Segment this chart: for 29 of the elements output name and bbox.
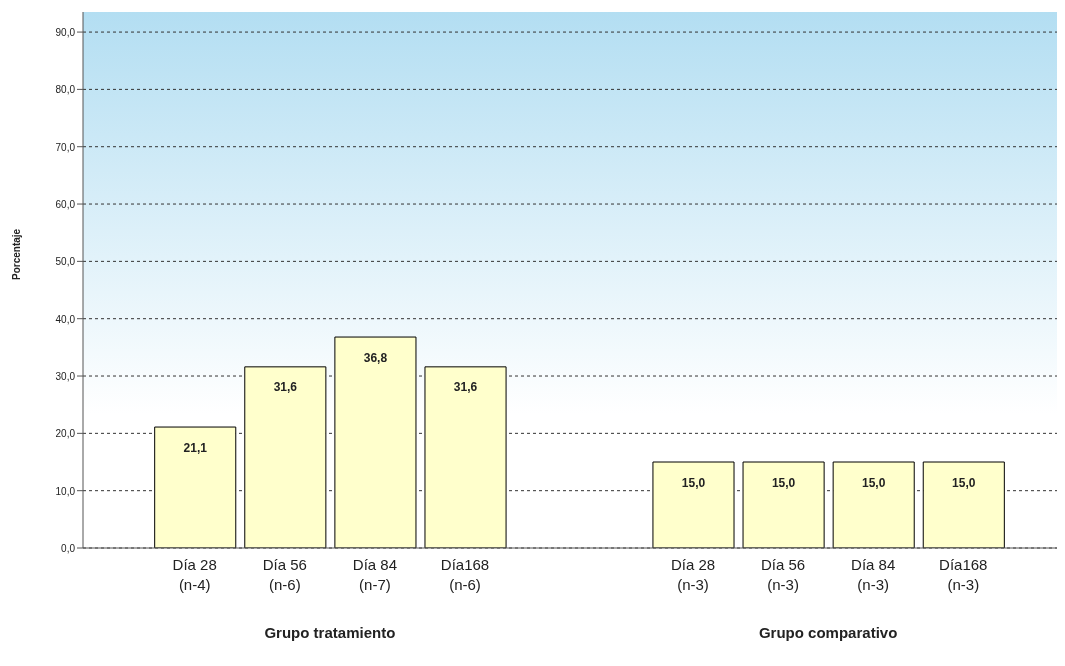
y-tick-label: 10,0 [55, 485, 76, 497]
x-tick-label: Día 56 (n-3) [760, 556, 806, 593]
x-tick-label: Día 84 (n-3) [851, 556, 896, 593]
data-label: 21,1 [183, 440, 208, 455]
data-label: 15,0 [952, 475, 976, 490]
y-tick-label: 20,0 [55, 428, 76, 440]
x-tick-label: Día 28 (n-3) [670, 556, 716, 593]
data-label: 15,0 [771, 475, 796, 490]
data-label: 36,8 [363, 350, 388, 365]
y-tick-label: 50,0 [55, 256, 76, 268]
text: Grupo comparativo [757, 624, 899, 641]
data-label: 15,0 [862, 475, 886, 490]
y-axis-title: Porcentaje [10, 228, 22, 280]
x-tick-label: Día168 (n-6) [440, 556, 490, 593]
y-tick-label: 40,0 [55, 313, 76, 325]
y-tick-label: 90,0 [55, 27, 76, 39]
data-label: 31,6 [453, 380, 478, 395]
x-tick-label: Día 56 (n-6) [262, 556, 307, 593]
y-tick-label: 70,0 [55, 141, 76, 153]
text: Grupo tratamiento [263, 624, 397, 641]
data-label: 31,6 [273, 380, 298, 395]
x-tick-label: Día168 (n-3) [939, 556, 988, 593]
x-tick-label: Día 84 (n-7) [352, 556, 398, 593]
y-tick-label: 30,0 [55, 371, 76, 383]
y-tick-label: 60,0 [55, 199, 76, 211]
y-tick-label: 0,0 [61, 543, 76, 554]
data-label: 15,0 [681, 475, 706, 490]
x-tick-label: Día 28 (n-4) [172, 556, 217, 593]
y-tick-label: 80,0 [55, 84, 76, 96]
